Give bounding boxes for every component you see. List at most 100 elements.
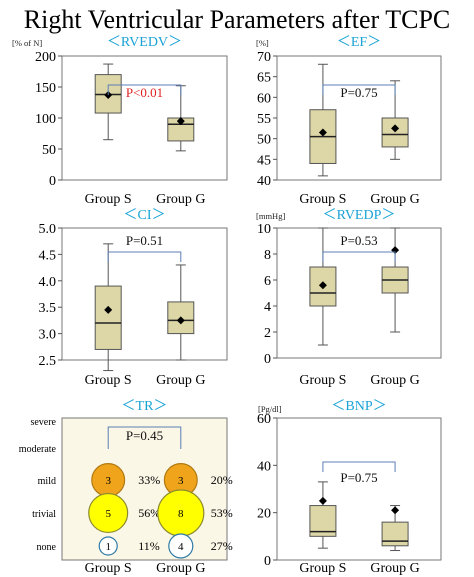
box-2 xyxy=(381,80,409,160)
mean-marker xyxy=(391,124,400,133)
y-tick-label: 6 xyxy=(264,274,271,289)
y-tick-label: 50 xyxy=(42,143,56,158)
chart-panel-3: ＜CI＞ 2.5 3.0 3.5 4.0 4.5 5.0 P=0.51 Group S Group… xyxy=(39,208,228,388)
level-label: moderate xyxy=(19,444,57,455)
chart-panel-4: ＜RVEDP＞ [mmHg] 0 2 4 6 8 10 P=0.53 Group S Group G xyxy=(256,208,442,388)
level-label: severe xyxy=(30,417,56,428)
panel-title: ＜RVEDP＞ xyxy=(323,208,396,223)
bracket-line xyxy=(322,251,396,262)
bubble-percent: 56% xyxy=(138,506,160,520)
p-value: P=0.53 xyxy=(340,233,377,248)
y-tick-label: 4 xyxy=(264,300,271,315)
box-iqr xyxy=(381,117,409,148)
y-tick-label: 0 xyxy=(264,352,271,367)
plot-frame xyxy=(276,55,442,181)
box-1 xyxy=(309,481,337,549)
bracket-line xyxy=(107,251,182,262)
y-unit-label: [%] xyxy=(256,38,269,48)
y-tick-label: 40 xyxy=(257,459,271,474)
p-value: P=0.45 xyxy=(126,428,163,443)
y-tick-label: 100 xyxy=(35,112,56,127)
plot-frame xyxy=(276,227,442,359)
y-tick-label: 2.5 xyxy=(39,354,57,369)
box-iqr xyxy=(94,285,122,350)
panel-title: ＜TR＞ xyxy=(122,399,168,414)
y-tick-label: 50 xyxy=(257,133,271,148)
bracket-line xyxy=(322,461,396,472)
mean-marker xyxy=(318,496,327,505)
y-tick-label: 3.5 xyxy=(39,301,57,316)
x-category-label: Group S xyxy=(85,192,132,207)
figure-title: Right Ventricular Parameters after TCPC xyxy=(24,5,451,34)
x-category-label: Group S xyxy=(299,561,346,576)
mean-marker xyxy=(318,281,327,290)
panel-title: ＜BNP＞ xyxy=(331,399,386,414)
plot-frame xyxy=(61,55,228,181)
mean-marker xyxy=(318,128,327,137)
p-value: P=0.75 xyxy=(340,85,377,100)
bubble-percent: 11% xyxy=(138,539,160,553)
bracket-line xyxy=(322,84,396,95)
p-value: P<0.01 xyxy=(126,85,163,100)
box-2 xyxy=(381,505,409,552)
y-tick-label: 65 xyxy=(257,71,271,86)
x-category-label: Group G xyxy=(156,373,205,388)
y-tick-label: 0 xyxy=(49,174,56,189)
mean-marker xyxy=(104,305,113,314)
y-tick-label: 40 xyxy=(257,174,271,189)
y-tick-label: 4.5 xyxy=(39,248,57,263)
plot-frame xyxy=(276,417,442,561)
mean-marker xyxy=(176,117,185,126)
significance-bracket: P=0.51 xyxy=(107,233,182,262)
box-2 xyxy=(167,264,195,361)
y-tick-label: 5.0 xyxy=(39,222,57,237)
mean-marker xyxy=(104,91,113,100)
panel-title: ＜RVEDV＞ xyxy=(107,35,182,50)
bubble-mild-1: 3 33% xyxy=(91,462,160,498)
chart-panel-5: ＜TR＞ severe moderate mild trivial none 3 33% 5 56… xyxy=(19,399,233,576)
bubble-circle xyxy=(98,536,118,556)
level-label: none xyxy=(37,542,57,553)
box-iqr xyxy=(381,521,409,547)
bubble-trivial-2: 8 53% xyxy=(157,489,233,537)
bracket-line xyxy=(107,84,182,95)
bubble-percent: 20% xyxy=(211,473,233,487)
box-2 xyxy=(167,85,195,152)
level-label: mild xyxy=(38,476,56,487)
x-category-label: Group S xyxy=(85,373,132,388)
p-value: P=0.51 xyxy=(126,233,163,248)
y-unit-label: [mmHg] xyxy=(256,211,285,221)
box-1 xyxy=(309,227,337,346)
bracket-line xyxy=(107,426,182,449)
significance-bracket: P=0.75 xyxy=(322,461,396,485)
significance-bracket: P<0.01 xyxy=(107,84,182,100)
significance-bracket: P=0.45 xyxy=(107,426,182,449)
mean-marker xyxy=(176,316,185,325)
bubble-none-1: 1 11% xyxy=(98,536,160,556)
p-value: P=0.75 xyxy=(340,470,377,485)
bubble-count: 4 xyxy=(178,541,184,553)
x-category-label: Group G xyxy=(156,561,205,576)
y-tick-label: 0 xyxy=(264,554,271,569)
y-tick-label: 60 xyxy=(257,412,271,427)
bubble-count: 1 xyxy=(105,541,111,553)
box-1 xyxy=(309,63,337,177)
y-tick-label: 8 xyxy=(264,248,271,263)
y-tick-label: 4.0 xyxy=(39,275,57,290)
bubble-percent: 53% xyxy=(211,506,233,520)
bubble-count: 3 xyxy=(105,475,111,487)
y-unit-label: [Pg/dl] xyxy=(258,404,282,414)
y-tick-label: 70 xyxy=(257,50,271,65)
bubble-percent: 27% xyxy=(211,539,233,553)
chart-panel-6: ＜BNP＞ [Pg/dl] 0 20 40 60 P=0.75 Group S Group G xyxy=(257,399,442,576)
x-category-label: Group S xyxy=(299,192,346,207)
bubble-mild-2: 3 20% xyxy=(163,462,233,498)
bubble-percent: 33% xyxy=(138,473,160,487)
plot-frame xyxy=(61,417,228,561)
y-tick-label: 200 xyxy=(35,50,56,65)
y-tick-label: 10 xyxy=(257,222,271,237)
x-category-label: Group S xyxy=(85,561,132,576)
x-category-label: Group S xyxy=(299,373,346,388)
x-category-label: Group G xyxy=(370,373,419,388)
